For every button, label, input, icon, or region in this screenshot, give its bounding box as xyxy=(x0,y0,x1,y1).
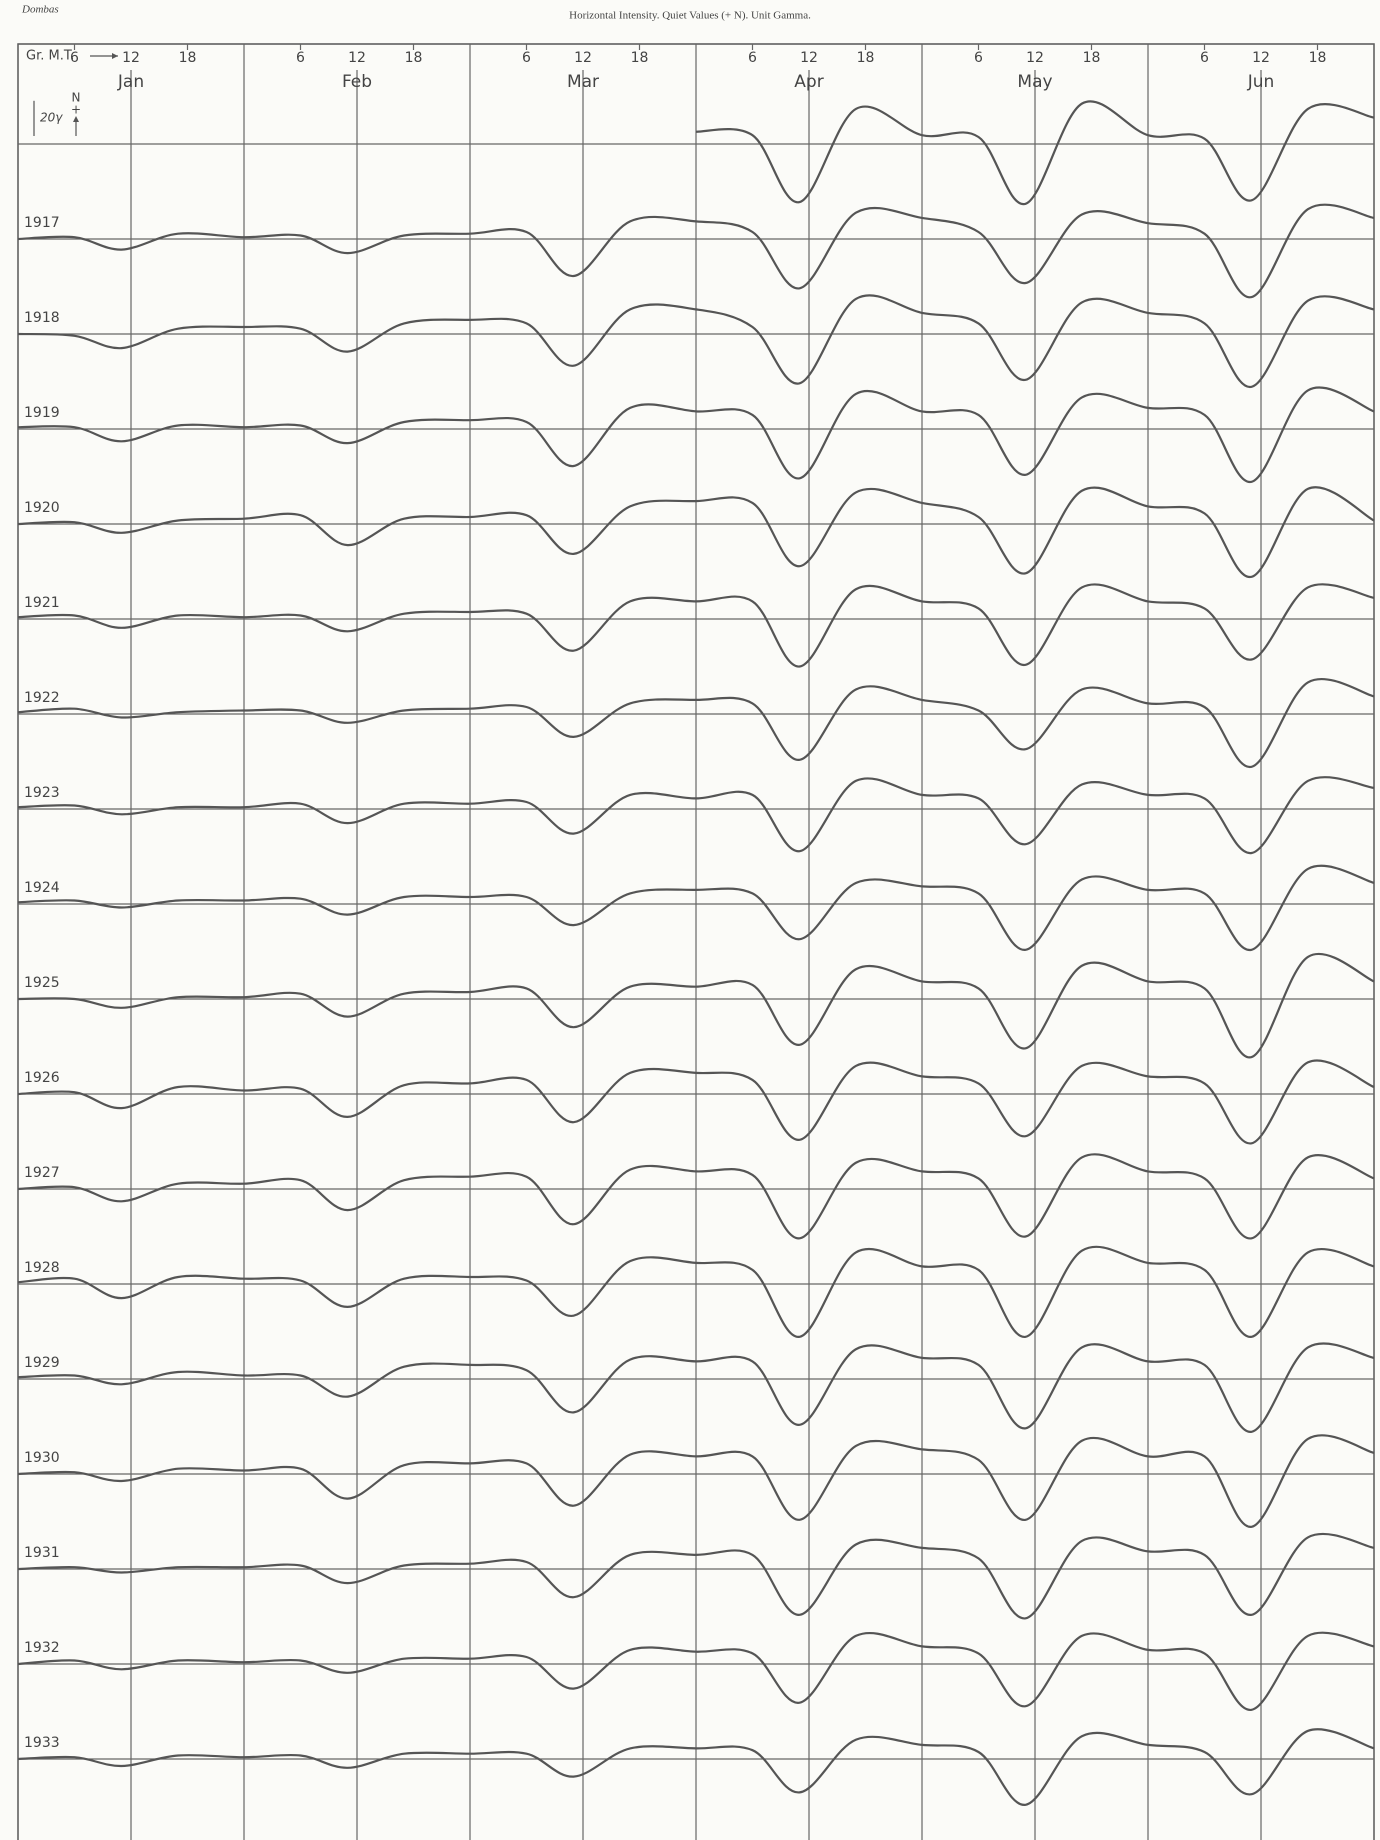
series-label: 1928 xyxy=(24,1260,60,1276)
series-label: 1921 xyxy=(24,595,60,611)
x-tick-label: 18 xyxy=(179,50,197,66)
series-line xyxy=(17,486,1375,578)
north-label: N xyxy=(72,91,81,105)
series-label: 1918 xyxy=(24,310,60,326)
series-label: 1919 xyxy=(24,405,60,421)
x-tick-label: 12 xyxy=(122,50,140,66)
series-line xyxy=(695,100,1375,205)
month-label: Apr xyxy=(794,72,823,92)
month-label: Jun xyxy=(1247,72,1275,92)
x-axis-label: Gr. M.T. xyxy=(26,49,74,64)
north-arrow-head xyxy=(73,116,79,122)
series-label: 1931 xyxy=(24,1545,60,1561)
series-line xyxy=(17,583,1375,668)
x-tick-label: 6 xyxy=(70,50,79,66)
x-tick-label: 12 xyxy=(1252,50,1270,66)
month-label: May xyxy=(1017,72,1052,92)
series-line xyxy=(17,294,1375,388)
series-label: 1925 xyxy=(24,975,60,991)
series-label: 1929 xyxy=(24,1355,60,1371)
month-label: Jan xyxy=(117,72,144,92)
x-tick-label: 12 xyxy=(1026,50,1044,66)
month-label: Mar xyxy=(567,72,599,92)
x-tick-label: 6 xyxy=(522,50,531,66)
series-label: 1922 xyxy=(24,690,60,706)
series-label: 1920 xyxy=(24,500,60,516)
series-line xyxy=(17,1532,1375,1620)
series-line xyxy=(17,1342,1375,1433)
chart-title: Horizontal Intensity. Quiet Values (+ N)… xyxy=(569,10,811,22)
series-label: 1926 xyxy=(24,1070,60,1086)
series-label: 1933 xyxy=(24,1735,60,1751)
series-line xyxy=(17,1728,1375,1806)
x-tick-label: 12 xyxy=(800,50,818,66)
x-tick-label: 6 xyxy=(974,50,983,66)
series-line xyxy=(17,677,1375,768)
station-label: Dombas xyxy=(21,4,59,16)
x-tick-label: 6 xyxy=(1200,50,1209,66)
scale-label: 20γ xyxy=(40,111,63,125)
arrow-head xyxy=(112,53,118,59)
x-tick-label: 18 xyxy=(405,50,423,66)
series-line xyxy=(17,386,1375,483)
series-label: 1924 xyxy=(24,880,60,896)
series-label: 1932 xyxy=(24,1640,60,1656)
series-line xyxy=(17,1434,1375,1528)
series-label: 1927 xyxy=(24,1165,60,1181)
plus-label: + xyxy=(71,103,81,117)
x-tick-label: 6 xyxy=(296,50,305,66)
series-line xyxy=(17,864,1375,951)
series-label: 1923 xyxy=(24,785,60,801)
month-label: Feb xyxy=(342,72,372,92)
x-tick-label: 12 xyxy=(574,50,592,66)
x-tick-label: 6 xyxy=(748,50,757,66)
series-line xyxy=(17,776,1375,855)
x-tick-label: 12 xyxy=(348,50,366,66)
series-label: 1930 xyxy=(24,1450,60,1466)
series-line xyxy=(17,952,1375,1059)
series-line xyxy=(17,203,1375,299)
series-line xyxy=(17,1059,1375,1145)
x-tick-label: 18 xyxy=(857,50,875,66)
series-line xyxy=(17,1245,1375,1338)
x-tick-label: 18 xyxy=(1083,50,1101,66)
series-label: 1917 xyxy=(24,215,60,231)
x-tick-label: 18 xyxy=(631,50,649,66)
series-line xyxy=(17,1631,1375,1711)
series-line xyxy=(17,1153,1375,1240)
x-tick-label: 18 xyxy=(1309,50,1327,66)
